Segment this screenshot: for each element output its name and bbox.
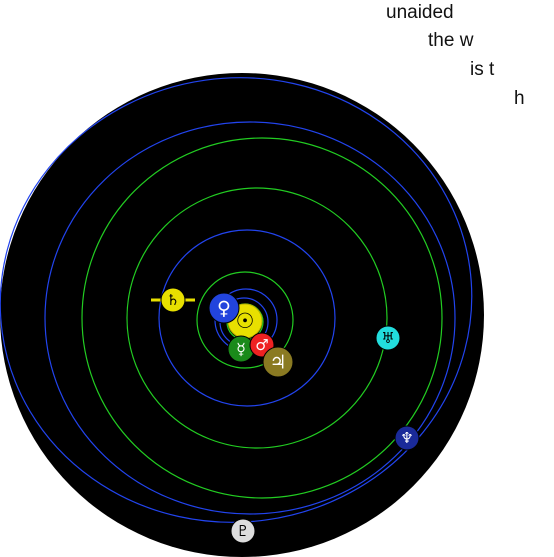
mars-symbol: ♂ xyxy=(255,336,268,354)
orbit-pluto-path-segment xyxy=(44,121,456,515)
mercury-icon[interactable]: ☿ xyxy=(227,335,255,363)
caption-line-3: is t xyxy=(470,59,495,80)
uranus-symbol: ♅ xyxy=(381,329,394,347)
venus-symbol: ♀ xyxy=(217,297,231,319)
neptune-disc xyxy=(394,425,420,451)
mars-icon[interactable]: ♂ xyxy=(249,332,275,358)
orbit-neptune xyxy=(81,137,443,499)
neptune-symbol: ♆ xyxy=(400,429,413,447)
jupiter-icon[interactable]: ♃ xyxy=(262,346,294,378)
uranus-icon[interactable]: ♅ xyxy=(375,325,401,351)
orbit-pluto xyxy=(0,77,473,523)
sun-symbol: ☉ xyxy=(236,309,255,333)
orbit-paths xyxy=(0,77,473,523)
neptune-icon[interactable]: ♆ xyxy=(394,425,420,451)
uranus-disc xyxy=(375,325,401,351)
pluto-disc xyxy=(230,518,256,544)
planet-markers: ☉ ☿ ♀ ♂♃ ♄ ♅ ♆ ♇ xyxy=(151,287,420,544)
orbit-saturn xyxy=(158,229,336,407)
caption-line-4: h xyxy=(514,88,525,109)
saturn-icon[interactable]: ♄ xyxy=(151,287,195,313)
orbit-jupiter xyxy=(196,271,294,369)
pluto-icon[interactable]: ♇ xyxy=(230,518,256,544)
caption-line-1: unaided xyxy=(386,2,454,23)
caption-line-2: the w xyxy=(428,30,474,51)
orbit-uranus xyxy=(126,187,388,449)
venus-icon[interactable]: ♀ xyxy=(208,292,240,324)
mercury-symbol: ☿ xyxy=(236,339,246,358)
jupiter-disc xyxy=(262,346,294,378)
venus-disc xyxy=(208,292,240,324)
jupiter-symbol: ♃ xyxy=(269,351,286,373)
pluto-symbol: ♇ xyxy=(236,522,249,540)
caption-text: unaided the w is t h xyxy=(0,0,554,120)
saturn-disc xyxy=(160,287,186,313)
saturn-symbol: ♄ xyxy=(166,291,179,309)
